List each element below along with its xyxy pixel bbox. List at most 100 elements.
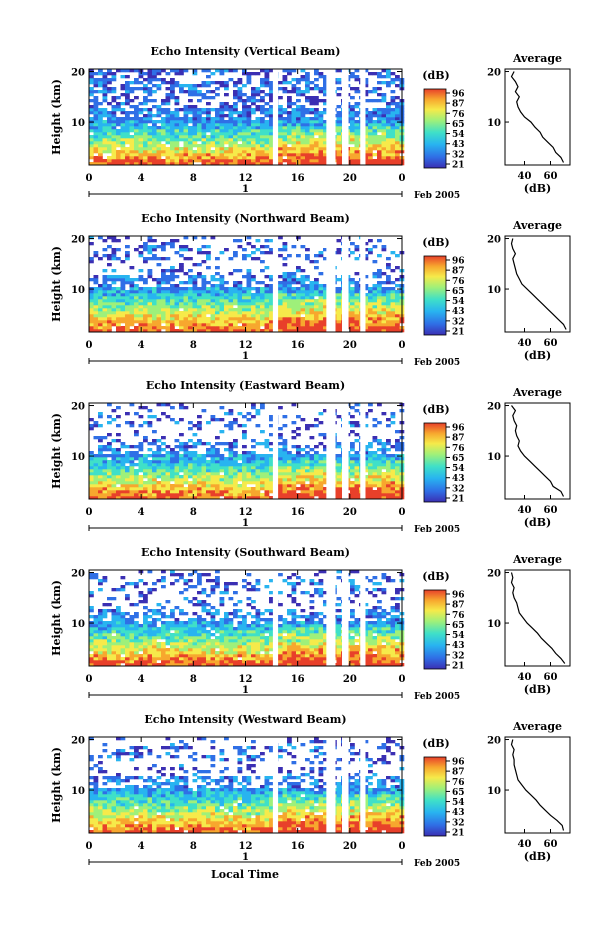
heatmap-cell xyxy=(283,472,288,475)
heatmap-cell xyxy=(220,460,225,463)
heatmap-cell xyxy=(98,448,103,451)
heatmap-cell xyxy=(305,469,310,472)
heatmap-cell xyxy=(134,469,139,472)
heatmap-cell xyxy=(193,284,198,287)
average-y-tick-label: 20 xyxy=(487,235,501,246)
x-tick-label: 12 xyxy=(239,340,253,351)
heatmap-cell xyxy=(152,472,157,475)
heatmap-cell xyxy=(305,323,310,326)
heatmap-cell xyxy=(233,439,238,442)
heatmap-cell xyxy=(197,305,202,308)
heatmap-cell xyxy=(121,93,126,96)
heatmap-cell xyxy=(310,96,315,99)
heatmap-cell xyxy=(292,317,297,320)
heatmap-cell xyxy=(395,308,400,311)
heatmap-cell xyxy=(305,248,310,251)
heatmap-cell xyxy=(170,406,175,409)
heatmap-cell xyxy=(377,439,382,442)
heatmap-cell xyxy=(305,153,310,156)
heatmap-cell xyxy=(89,123,94,126)
heatmap-cell xyxy=(166,493,171,496)
heatmap-cell xyxy=(242,463,247,466)
heatmap-cell xyxy=(188,463,193,466)
heatmap-cell xyxy=(161,469,166,472)
heatmap-cell xyxy=(382,657,387,660)
heatmap-cell xyxy=(238,281,243,284)
heatmap-cell xyxy=(265,299,270,302)
heatmap-cell xyxy=(256,487,261,490)
heatmap-cell xyxy=(395,126,400,129)
heatmap-cell xyxy=(314,484,319,487)
heatmap-cell xyxy=(220,493,225,496)
heatmap-cell xyxy=(337,654,342,657)
heatmap-cell xyxy=(103,308,108,311)
heatmap-cell xyxy=(395,317,400,320)
heatmap-cell xyxy=(206,460,211,463)
heatmap-cell xyxy=(197,108,202,111)
heatmap-cell xyxy=(116,156,121,159)
heatmap-cell xyxy=(337,469,342,472)
heatmap-cell xyxy=(220,469,225,472)
heatmap-cell xyxy=(211,135,216,138)
heatmap-cell xyxy=(184,147,189,150)
heatmap-cell xyxy=(148,472,153,475)
heatmap-cell xyxy=(143,290,148,293)
heatmap-cell xyxy=(89,278,94,281)
heatmap-cell xyxy=(355,147,360,150)
heatmap-cell xyxy=(278,114,283,117)
heatmap-cell xyxy=(337,657,342,660)
heatmap-cell xyxy=(188,129,193,132)
heatmap-cell xyxy=(94,490,99,493)
heatmap-cell xyxy=(112,454,117,457)
heatmap-cell xyxy=(292,657,297,660)
heatmap-cell xyxy=(391,657,396,660)
heatmap-cell xyxy=(139,102,144,105)
heatmap-cell xyxy=(251,90,256,93)
heatmap-cell xyxy=(350,242,355,245)
heatmap-cell xyxy=(125,81,130,84)
heatmap-cell xyxy=(143,469,148,472)
heatmap-cell xyxy=(112,108,117,111)
heatmap-cell xyxy=(103,317,108,320)
heatmap-cell xyxy=(121,153,126,156)
heatmap-cell xyxy=(265,454,270,457)
heatmap-cell xyxy=(161,460,166,463)
heatmap-cell xyxy=(143,123,148,126)
heatmap-cell xyxy=(139,445,144,448)
heatmap-cell xyxy=(265,239,270,242)
heatmap-cell xyxy=(247,150,252,153)
heatmap-cell xyxy=(337,123,342,126)
heatmap-cell xyxy=(121,138,126,141)
heatmap-cell xyxy=(184,457,189,460)
heatmap-cell xyxy=(265,147,270,150)
heatmap-cell xyxy=(256,129,261,132)
heatmap-cell xyxy=(368,660,373,663)
heatmap-cell xyxy=(296,105,301,108)
heatmap-cell xyxy=(337,290,342,293)
heatmap-cell xyxy=(134,126,139,129)
heatmap-cell xyxy=(130,314,135,317)
heatmap-cell xyxy=(89,147,94,150)
heatmap-cell xyxy=(202,475,207,478)
heatmap-cell xyxy=(283,487,288,490)
heatmap-cell xyxy=(107,293,112,296)
heatmap-cell xyxy=(98,114,103,117)
heatmap-cell xyxy=(98,424,103,427)
heatmap-cell xyxy=(292,454,297,457)
heatmap-cell xyxy=(98,490,103,493)
heatmap-cell xyxy=(355,105,360,108)
heatmap-cell xyxy=(206,487,211,490)
heatmap-cell xyxy=(193,481,198,484)
heatmap-cell xyxy=(121,296,126,299)
heatmap-cell xyxy=(202,245,207,248)
heatmap-cell xyxy=(391,475,396,478)
heatmap-cell xyxy=(215,463,220,466)
heatmap-cell xyxy=(94,275,99,278)
heatmap-cell xyxy=(233,84,238,87)
heatmap-cell xyxy=(202,457,207,460)
heatmap-cell xyxy=(125,111,130,114)
heatmap-cell xyxy=(161,457,166,460)
heatmap-cell xyxy=(319,284,324,287)
heatmap-cell xyxy=(395,114,400,117)
heatmap-cell xyxy=(107,150,112,153)
